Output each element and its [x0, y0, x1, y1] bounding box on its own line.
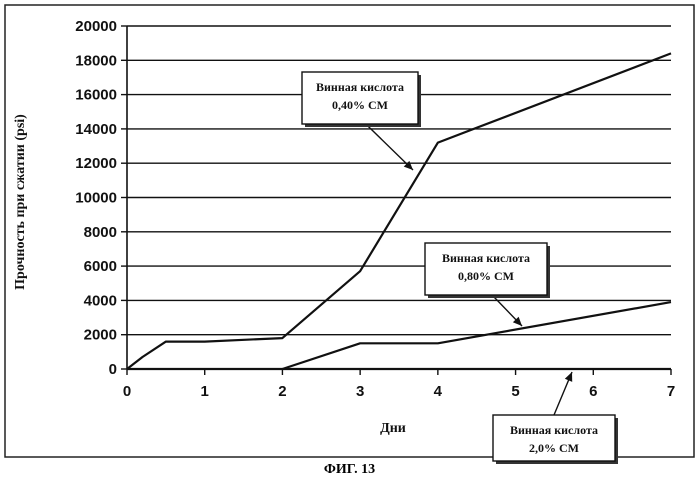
y-tick-label-12000: 12000 [75, 155, 117, 172]
x-tick-label-6: 6 [589, 383, 597, 400]
callout-1: Винная кислота 0,40% СМ [302, 72, 421, 170]
x-tick-label-4: 4 [434, 383, 443, 400]
y-tick-label-4000: 4000 [84, 292, 117, 309]
y-tick-label-8000: 8000 [84, 224, 117, 241]
y-tick-label-10000: 10000 [75, 190, 117, 207]
y-axis-label: Прочность при сжатии (psi) [13, 114, 28, 290]
figure-caption: ФИГ. 13 [0, 462, 699, 478]
callout-2: Винная кислота 0,80% СМ [425, 243, 550, 326]
callout-text-3-2: 2,0% СМ [529, 441, 579, 455]
x-tick-label-1: 1 [201, 383, 209, 400]
x-tick-label-3: 3 [356, 383, 364, 400]
y-tick-label-2000: 2000 [84, 327, 117, 344]
callouts: Винная кислота 0,40% СМ Винная кислота 0,80… [302, 72, 618, 464]
callout-text-3-1: Винная кислота [510, 423, 598, 437]
y-tick-label-6000: 6000 [84, 258, 117, 275]
series-line-2 [282, 302, 671, 369]
callout-text-1-2: 0,40% СМ [332, 98, 388, 112]
x-tick-label-0: 0 [123, 383, 131, 400]
callout-text-2-2: 0,80% СМ [458, 269, 514, 283]
y-tick-label-18000: 18000 [75, 52, 117, 69]
y-tick-label-0: 0 [109, 361, 117, 378]
y-tick-label-16000: 16000 [75, 87, 117, 104]
x-axis-label: Дни [380, 421, 406, 436]
x-tick-label-5: 5 [511, 383, 519, 400]
y-tick-label-20000: 20000 [75, 18, 117, 35]
x-tick-label-7: 7 [667, 383, 675, 400]
callout-text-2-1: Винная кислота [442, 251, 530, 265]
x-tick-label-2: 2 [278, 383, 286, 400]
callout-text-1-1: Винная кислота [316, 80, 404, 94]
y-tick-label-14000: 14000 [75, 121, 117, 138]
